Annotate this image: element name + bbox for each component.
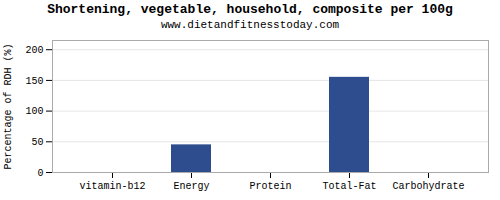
html-text:Shortening, vegetable, househo: Shortening, vegetable, household, compos… [47, 2, 453, 17]
html-text:www.dietandfitnesstoday.com: www.dietandfitnesstoday.com [160, 19, 340, 31]
svg-text:Total-Fat: Total-Fat [322, 181, 376, 192]
svg-text:Energy: Energy [173, 181, 209, 192]
svg-text:200: 200 [25, 45, 43, 56]
svg-text:0: 0 [37, 168, 43, 179]
svg-text:vitamin-b12: vitamin-b12 [79, 181, 145, 192]
svg-text:100: 100 [25, 106, 43, 117]
svg-text:50: 50 [31, 137, 43, 148]
svg-text:150: 150 [25, 76, 43, 87]
svg-text:Protein: Protein [249, 181, 291, 192]
svg-text:Carbohydrate: Carbohydrate [392, 181, 464, 192]
svg-text:Percentage of RDH (%): Percentage of RDH (%) [3, 43, 14, 169]
